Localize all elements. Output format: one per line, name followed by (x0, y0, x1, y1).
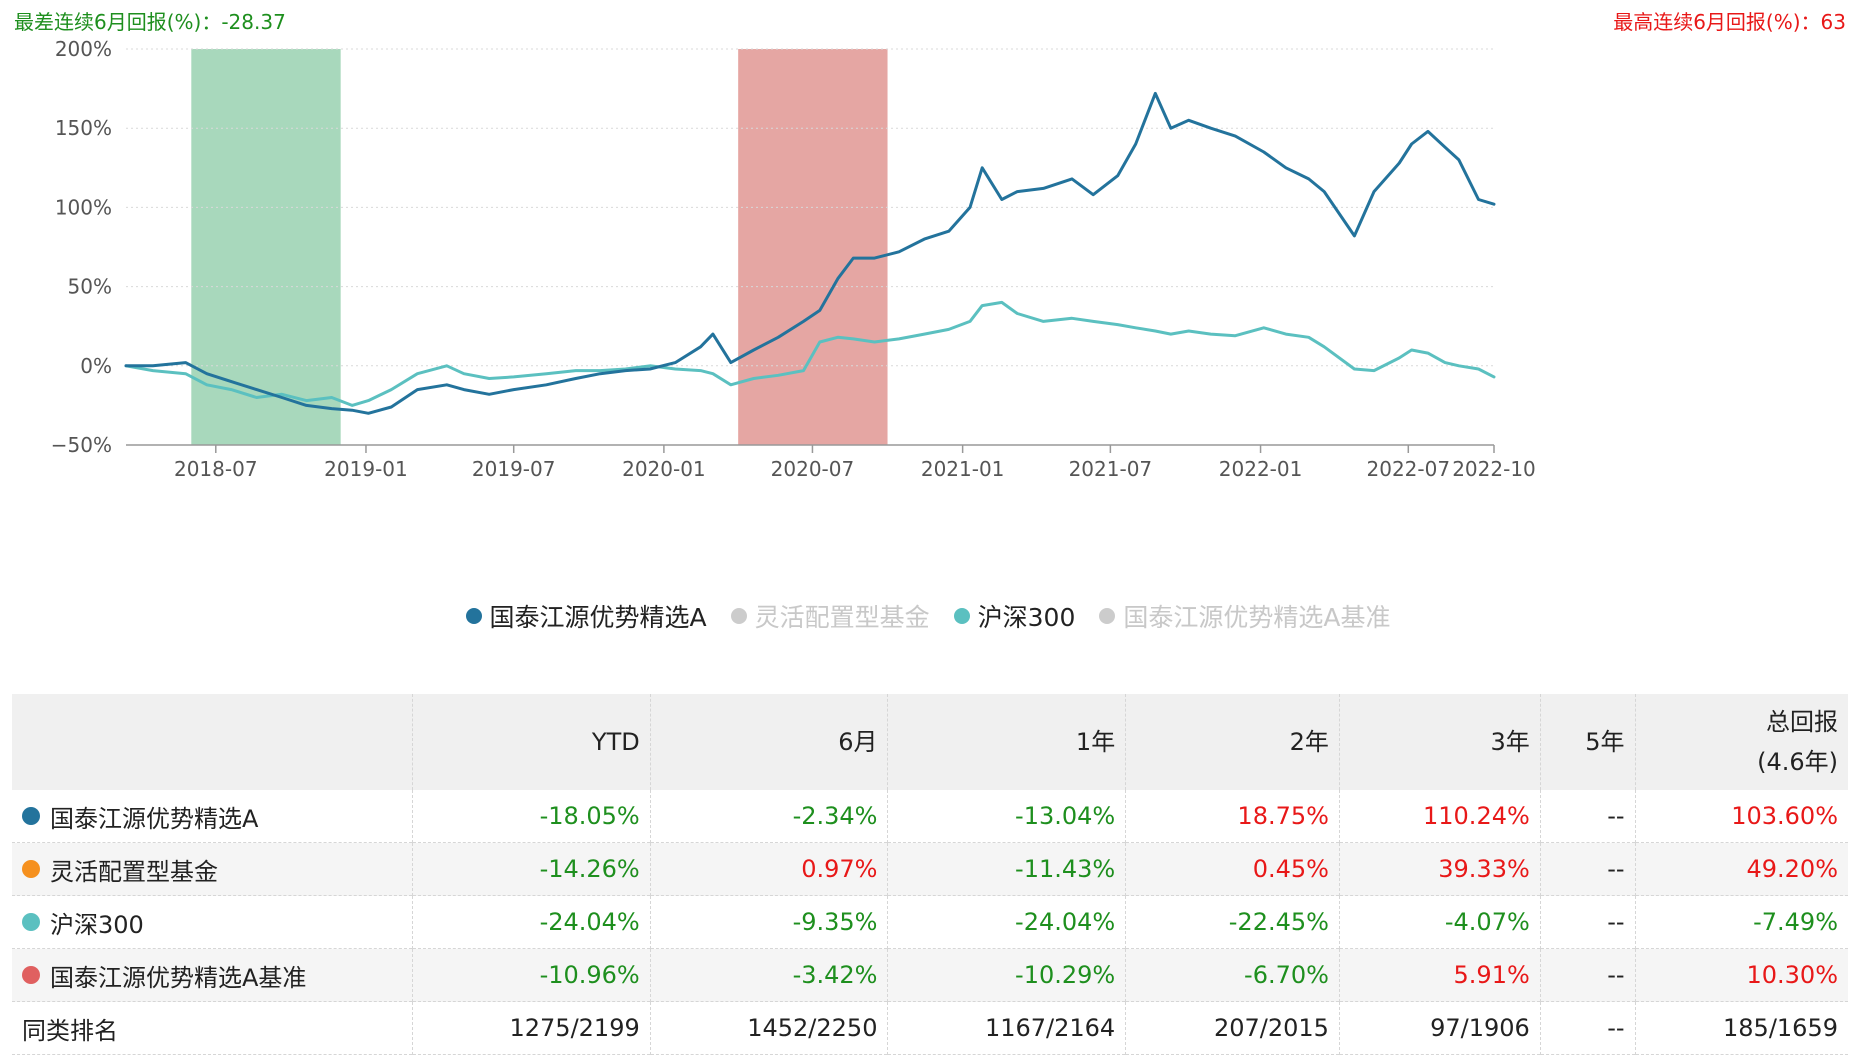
legend-item-benchmark[interactable]: 国泰江源优势精选A基准 (1099, 598, 1390, 634)
row-name-cell: 灵活配置型基金 (12, 843, 413, 896)
row-name-label: 沪深300 (50, 905, 144, 940)
return-cell: -24.04% (413, 896, 651, 949)
header-ytd: YTD (413, 694, 651, 790)
legend-dot-fund (466, 608, 482, 624)
return-cell: -2.34% (650, 790, 888, 843)
legend-item-hs300[interactable]: 沪深300 (954, 598, 1076, 634)
y-tick-label: 0% (80, 354, 112, 378)
rank-cell: 185/1659 (1635, 1002, 1848, 1055)
header-total-line1: 总回报 (1646, 702, 1838, 742)
x-tick-label: 2019-07 (472, 457, 556, 481)
return-cell: 18.75% (1126, 790, 1340, 843)
return-cell: -3.42% (650, 949, 888, 1002)
performance-chart: −50% 0% 50% 100% 150% 200% 2018-07 2019-01 2019-… (0, 0, 1856, 580)
x-tick-label: 2020-01 (622, 457, 706, 481)
row-color-dot (22, 966, 40, 984)
table-row: 国泰江源优势精选A -18.05% -2.34% -13.04% 18.75% 110.2… (12, 790, 1848, 843)
return-cell: -13.04% (888, 790, 1126, 843)
header-2y: 2年 (1126, 694, 1340, 790)
return-cell: 49.20% (1635, 843, 1848, 896)
return-cell: -- (1540, 896, 1635, 949)
return-cell: -14.26% (413, 843, 651, 896)
rank-cell: 1275/2199 (413, 1002, 651, 1055)
rank-cell: -- (1540, 1002, 1635, 1055)
x-tick-label: 2020-07 (771, 457, 855, 481)
return-cell: 0.45% (1126, 843, 1340, 896)
legend-label-hs300: 沪深300 (978, 598, 1076, 634)
legend-item-category[interactable]: 灵活配置型基金 (731, 598, 930, 634)
rank-cell: 1452/2250 (650, 1002, 888, 1055)
table-row: 沪深300 -24.04% -9.35% -24.04% -22.45% -4.07% --… (12, 896, 1848, 949)
legend-dot-category (731, 608, 747, 624)
header-total: 总回报 (4.6年) (1635, 694, 1848, 790)
return-cell: -9.35% (650, 896, 888, 949)
header-total-line2: (4.6年) (1646, 742, 1838, 782)
header-3y: 3年 (1339, 694, 1540, 790)
legend-dot-benchmark (1099, 608, 1115, 624)
x-tick-label: 2022-10 (1452, 457, 1536, 481)
return-cell: -7.49% (1635, 896, 1848, 949)
header-5y: 5年 (1540, 694, 1635, 790)
return-cell: -18.05% (413, 790, 651, 843)
x-tick-label: 2021-07 (1069, 457, 1153, 481)
legend-label-category: 灵活配置型基金 (755, 598, 930, 634)
row-name-cell: 沪深300 (12, 896, 413, 949)
row-name-label: 国泰江源优势精选A (50, 799, 258, 834)
return-cell: -- (1540, 790, 1635, 843)
return-cell: 110.24% (1339, 790, 1540, 843)
x-tick-label: 2019-01 (324, 457, 408, 481)
return-cell: 103.60% (1635, 790, 1848, 843)
return-cell: -10.29% (888, 949, 1126, 1002)
table-body: 国泰江源优势精选A -18.05% -2.34% -13.04% 18.75% 110.2… (12, 790, 1848, 1055)
table-row-rank: 同类排名 1275/2199 1452/2250 1167/2164 207/2015 9… (12, 1002, 1848, 1055)
table-row: 国泰江源优势精选A基准 -10.96% -3.42% -10.29% -6.70% 5.9… (12, 949, 1848, 1002)
rank-cell: 1167/2164 (888, 1002, 1126, 1055)
return-cell: -11.43% (888, 843, 1126, 896)
row-name-cell: 国泰江源优势精选A基准 (12, 949, 413, 1002)
y-tick-label: 50% (68, 275, 112, 299)
return-cell: 0.97% (650, 843, 888, 896)
return-cell: 10.30% (1635, 949, 1848, 1002)
chart-legend: 国泰江源优势精选A 灵活配置型基金 沪深300 国泰江源优势精选A基准 (0, 598, 1856, 634)
header-name-col (12, 694, 413, 790)
header-6m: 6月 (650, 694, 888, 790)
rank-name-cell: 同类排名 (12, 1002, 413, 1055)
row-color-dot (22, 860, 40, 878)
rank-cell: 97/1906 (1339, 1002, 1540, 1055)
return-cell: -22.45% (1126, 896, 1340, 949)
x-tick-label: 2021-01 (921, 457, 1005, 481)
return-cell: -10.96% (413, 949, 651, 1002)
x-tick-label: 2022-07 (1367, 457, 1451, 481)
y-tick-label: 100% (55, 195, 112, 219)
x-tick-label: 2018-07 (174, 457, 258, 481)
legend-dot-hs300 (954, 608, 970, 624)
table-row: 灵活配置型基金 -14.26% 0.97% -11.43% 0.45% 39.33% -- 4… (12, 843, 1848, 896)
return-cell: -24.04% (888, 896, 1126, 949)
y-tick-label: 200% (55, 37, 112, 61)
row-name-label: 灵活配置型基金 (50, 852, 218, 887)
legend-label-benchmark: 国泰江源优势精选A基准 (1123, 598, 1390, 634)
return-cell: -- (1540, 843, 1635, 896)
table-header-row: YTD 6月 1年 2年 3年 5年 总回报 (4.6年) (12, 694, 1848, 790)
row-name-cell: 国泰江源优势精选A (12, 790, 413, 843)
return-cell: -- (1540, 949, 1635, 1002)
return-cell: -6.70% (1126, 949, 1340, 1002)
row-color-dot (22, 807, 40, 825)
legend-item-fund[interactable]: 国泰江源优势精选A (466, 598, 707, 634)
best-period-band (738, 49, 887, 445)
row-color-dot (22, 913, 40, 931)
y-tick-label: −50% (51, 433, 112, 457)
y-tick-label: 150% (55, 116, 112, 140)
rank-cell: 207/2015 (1126, 1002, 1340, 1055)
legend-label-fund: 国泰江源优势精选A (490, 598, 707, 634)
row-name-label: 国泰江源优势精选A基准 (50, 958, 306, 993)
return-cell: 5.91% (1339, 949, 1540, 1002)
returns-table: YTD 6月 1年 2年 3年 5年 总回报 (4.6年) 国泰江源优势精选A -… (12, 694, 1848, 1055)
header-1y: 1年 (888, 694, 1126, 790)
return-cell: -4.07% (1339, 896, 1540, 949)
return-cell: 39.33% (1339, 843, 1540, 896)
x-tick-label: 2022-01 (1219, 457, 1303, 481)
